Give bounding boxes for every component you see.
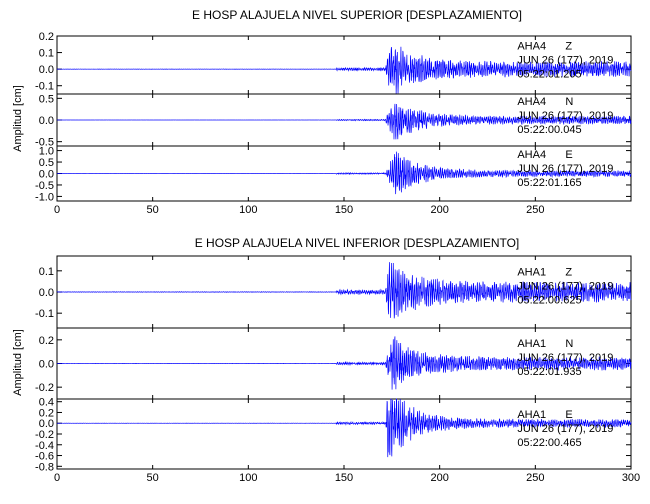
x-tick-label: 250 (526, 472, 544, 484)
waveform-trace (56, 398, 632, 458)
component-label: N (565, 338, 573, 350)
station-label: AHA4 (517, 96, 546, 108)
y-tick-label: 0.0 (39, 359, 54, 371)
waveform-trace (56, 103, 632, 140)
y-tick-label: -0.5 (35, 180, 54, 192)
time-label: 05:22:00.465 (517, 437, 581, 449)
x-tick-label: 0 (54, 472, 60, 484)
component-label: Z (565, 41, 572, 53)
time-label: 05:22:00.625 (517, 295, 581, 307)
station-label: AHA1 (517, 267, 546, 279)
time-label: 05:22:00.045 (517, 124, 581, 136)
y-tick-label: -0.6 (35, 451, 54, 463)
chart-title: E HOSP ALAJUELA NIVEL SUPERIOR [DESPLAZA… (192, 8, 522, 22)
waveform-trace (56, 336, 632, 390)
time-label: 05:22:01.165 (517, 177, 581, 189)
waveform-trace (56, 151, 632, 195)
station-label: AHA1 (517, 409, 546, 421)
y-tick-label: 0.1 (39, 48, 54, 60)
time-label: 05:22:01.935 (517, 366, 581, 378)
x-tick-label: 300 (622, 472, 640, 484)
x-tick-label: 100 (239, 472, 257, 484)
x-tick-label: 200 (430, 472, 448, 484)
x-tick-label: 0 (54, 204, 60, 216)
x-tick-label: 200 (430, 204, 448, 216)
y-tick-label: -0.8 (35, 461, 54, 473)
y-tick-label: 0.2 (39, 31, 54, 43)
y-tick-label: -0.5 (35, 137, 54, 149)
y-axis-title: Amplitud [cm] (12, 329, 24, 396)
component-label: N (565, 96, 573, 108)
waveform-trace (56, 46, 632, 94)
waveform-trace (56, 262, 632, 319)
y-tick-label: 0.0 (39, 287, 54, 299)
y-tick-label: -1.0 (35, 191, 54, 203)
chart-title: E HOSP ALAJUELA NIVEL INFERIOR [DESPLAZA… (195, 236, 520, 250)
date-label: JUN 26 (177), 2019 (517, 55, 613, 67)
y-tick-label: -0.1 (35, 308, 54, 320)
date-label: JUN 26 (177), 2019 (517, 281, 613, 293)
y-tick-label: -0.1 (35, 81, 54, 93)
y-tick-label: 0.1 (39, 266, 54, 278)
x-tick-label: 150 (335, 204, 353, 216)
y-tick-label: -0.2 (35, 429, 54, 441)
y-tick-label: 0.5 (39, 157, 54, 169)
y-tick-label: 1.0 (39, 146, 54, 158)
y-tick-label: 0.2 (39, 335, 54, 347)
component-label: E (565, 409, 572, 421)
y-tick-label: 0.0 (39, 418, 54, 430)
component-label: E (565, 149, 572, 161)
date-label: JUN 26 (177), 2019 (517, 163, 613, 175)
date-label: JUN 26 (177), 2019 (517, 423, 613, 435)
y-tick-label: 0.0 (39, 169, 54, 181)
date-label: JUN 26 (177), 2019 (517, 352, 613, 364)
x-tick-label: 50 (147, 204, 159, 216)
y-tick-label: 0.0 (39, 115, 54, 127)
y-tick-label: 0.5 (39, 93, 54, 105)
date-label: JUN 26 (177), 2019 (517, 110, 613, 122)
component-label: Z (565, 267, 572, 279)
station-label: AHA4 (517, 149, 546, 161)
x-tick-label: 100 (239, 204, 257, 216)
y-axis-title: Amplitud [cm] (12, 85, 24, 152)
y-tick-label: -0.2 (35, 382, 54, 394)
y-tick-label: -0.4 (35, 440, 54, 452)
station-label: AHA4 (517, 41, 546, 53)
y-tick-label: 0.4 (39, 397, 54, 409)
y-tick-label: 0.0 (39, 64, 54, 76)
time-label: 05:22:01.205 (517, 69, 581, 81)
station-label: AHA1 (517, 338, 546, 350)
x-tick-label: 50 (147, 472, 159, 484)
y-tick-label: 0.2 (39, 407, 54, 419)
x-tick-label: 250 (526, 204, 544, 216)
x-tick-label: 150 (335, 472, 353, 484)
